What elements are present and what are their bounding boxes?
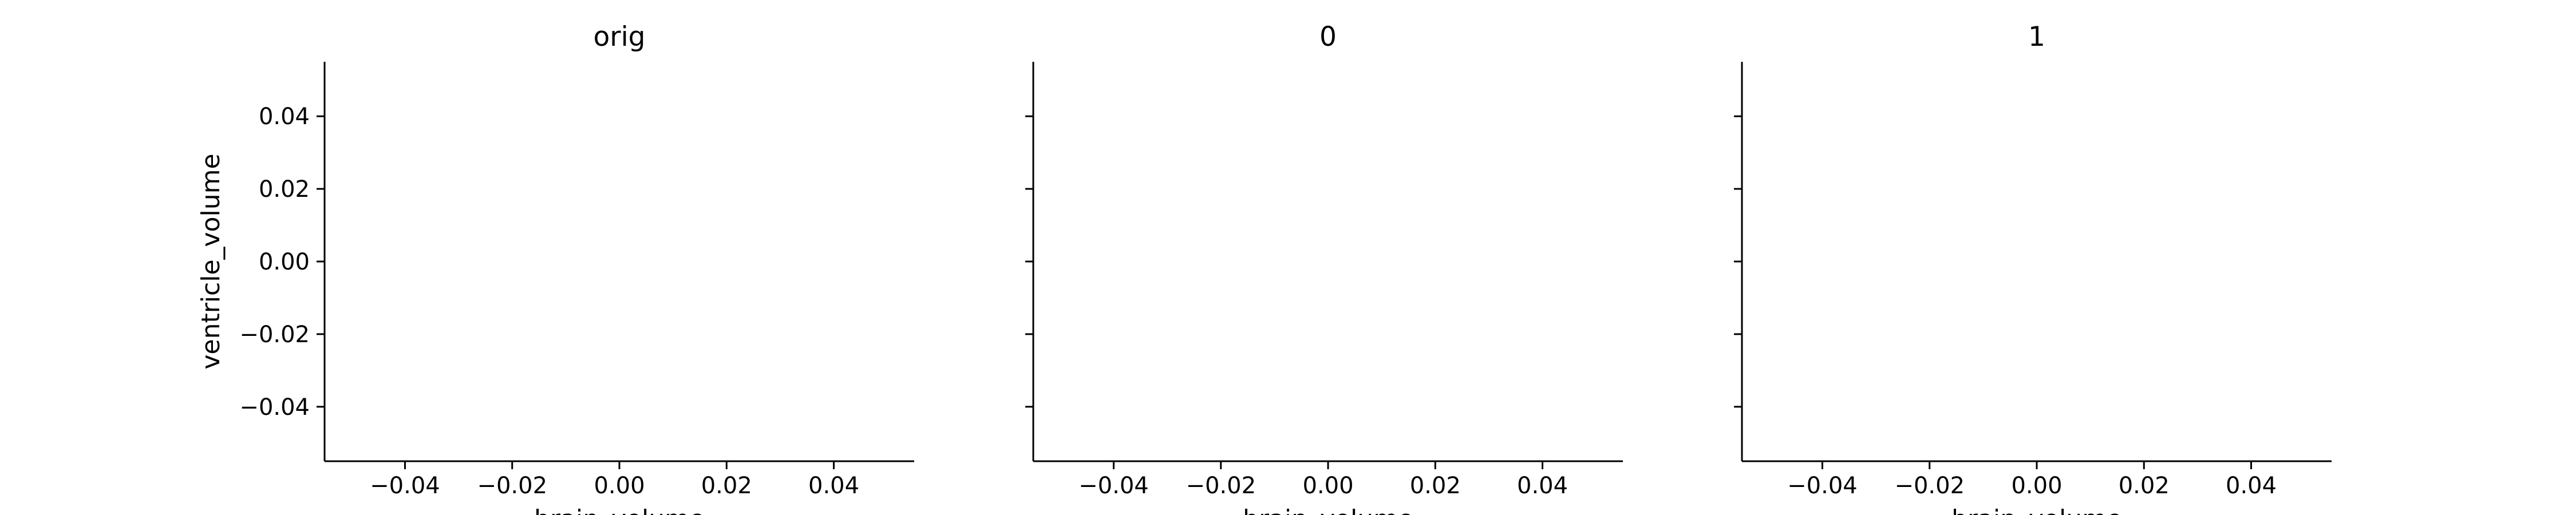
subplot-title: 1 <box>2028 21 2045 53</box>
x-axis-label: brain_volume <box>534 505 705 515</box>
x-tick-label: 0.02 <box>701 473 752 499</box>
x-tick-label: 0.04 <box>808 473 859 499</box>
x-tick-label: −0.02 <box>477 473 547 499</box>
x-tick-label: 0.02 <box>1410 473 1461 499</box>
x-tick-label: 0.02 <box>2119 473 2170 499</box>
y-tick-label: −0.04 <box>239 394 310 421</box>
subplot-title: 0 <box>1319 21 1337 53</box>
x-tick-label: −0.04 <box>1787 473 1858 499</box>
x-tick-label: −0.04 <box>1078 473 1149 499</box>
x-tick-label: 0.04 <box>2226 473 2277 499</box>
y-tick-label: 0.00 <box>259 249 310 275</box>
x-tick-label: −0.02 <box>1894 473 1965 499</box>
x-tick-label: 0.00 <box>2011 473 2062 499</box>
subplot-2: 1 −0.04 −0.02 0.00 0.02 0.04 brain_volume <box>1734 21 2332 515</box>
y-axis-label: ventricle_volume <box>196 153 226 369</box>
x-tick-label: −0.02 <box>1186 473 1256 499</box>
subplot-0: orig −0.04 −0.02 0.00 0.02 0.04 −0.04 −0.02 0.00… <box>196 21 914 515</box>
subplot-1: 0 −0.04 −0.02 0.00 0.02 0.04 brain_volume <box>1025 21 1623 515</box>
subplot-title: orig <box>594 21 646 53</box>
x-tick-label: 0.04 <box>1517 473 1568 499</box>
y-tick-label: −0.02 <box>239 322 310 348</box>
x-tick-label: 0.00 <box>594 473 645 499</box>
y-tick-label: 0.04 <box>259 104 310 130</box>
x-tick-label: −0.04 <box>370 473 440 499</box>
x-tick-label: 0.00 <box>1302 473 1353 499</box>
y-tick-label: 0.02 <box>259 176 310 203</box>
x-axis-label: brain_volume <box>1951 505 2122 515</box>
x-axis-label: brain_volume <box>1243 505 1413 515</box>
